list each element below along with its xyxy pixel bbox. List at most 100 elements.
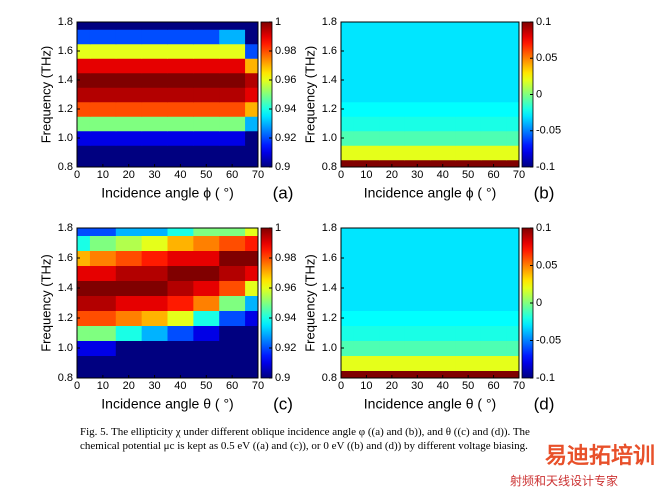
heatmap-cell <box>341 22 355 30</box>
heatmap-cell <box>480 265 507 281</box>
heatmap-cell <box>353 340 380 356</box>
colorbar-tick-label: 0.96 <box>275 74 296 86</box>
heatmap-cell <box>89 22 117 30</box>
heatmap-cell <box>115 280 143 296</box>
heatmap-cell <box>455 265 482 281</box>
heatmap-cell <box>167 355 194 371</box>
y-tick-label: 1.0 <box>322 342 337 354</box>
heatmap-cell <box>430 130 456 146</box>
x-tick-label: 20 <box>123 380 135 392</box>
heatmap-cell <box>89 130 117 146</box>
colorbar-tick-label: 0.98 <box>275 252 296 264</box>
heatmap-cell <box>404 265 431 281</box>
plot-frame <box>76 227 259 379</box>
heatmap-cell <box>141 116 168 132</box>
heatmap-cell <box>404 310 431 326</box>
heatmap-cell <box>506 355 519 371</box>
heatmap-cell <box>430 87 456 103</box>
colorbar-tick-label: 0.05 <box>536 259 557 271</box>
heatmap-cell <box>341 295 355 311</box>
heatmap-cell <box>193 58 220 74</box>
heatmap-cell <box>379 340 406 356</box>
heatmap-cell <box>430 116 456 132</box>
heatmap-cell <box>455 370 482 378</box>
heatmap-cell <box>219 325 246 341</box>
x-tick-label: 0 <box>338 169 344 181</box>
heatmap-cell <box>219 250 246 266</box>
heatmap-cell <box>404 250 431 266</box>
heatmap-cell <box>430 145 456 161</box>
heatmap-cell <box>193 280 220 296</box>
heatmap-cell <box>506 87 519 103</box>
heatmap-cell <box>193 250 220 266</box>
heatmap-cell <box>353 370 380 378</box>
colorbar-tick-label: 0.1 <box>536 16 551 28</box>
heatmap-cell <box>506 43 519 59</box>
heatmap-cell <box>115 370 143 378</box>
heatmap-cell <box>115 22 143 30</box>
heatmap-cell <box>167 72 194 88</box>
x-tick-label: 60 <box>226 169 238 181</box>
heatmap-cell <box>455 228 482 236</box>
colorbar-tick-label: 0.1 <box>536 222 551 234</box>
heatmap-cell <box>141 159 168 167</box>
heatmap-cell <box>193 310 220 326</box>
colorbar-tick-label: 1 <box>275 222 281 234</box>
heatmap-cell <box>89 43 117 59</box>
heatmap-cell <box>89 325 117 341</box>
y-tick-label: 1.6 <box>322 252 337 264</box>
y-tick-label: 1.8 <box>322 16 337 28</box>
heatmap-cell <box>353 250 380 266</box>
heatmap-cell <box>141 295 168 311</box>
heatmap-cell <box>341 280 355 296</box>
heatmap-cell <box>430 370 456 378</box>
heatmap-cell <box>77 250 91 266</box>
x-axis-label: Incidence angle θ ( °) <box>364 396 496 412</box>
heatmap-cell <box>379 370 406 378</box>
heatmap-cell <box>480 29 507 45</box>
heatmap-cell <box>480 87 507 103</box>
x-tick-label: 50 <box>462 169 474 181</box>
y-tick-label: 1.4 <box>322 282 337 294</box>
heatmap-cell <box>245 295 258 311</box>
heatmap-cell <box>89 58 117 74</box>
heatmap-cell <box>353 145 380 161</box>
heatmap-cell <box>353 355 380 371</box>
heatmap-cell <box>341 72 355 88</box>
heatmap-cell <box>193 295 220 311</box>
heatmap-cell <box>245 340 258 356</box>
heatmap-cell <box>353 325 380 341</box>
heatmap-cell <box>480 280 507 296</box>
heatmap-cell <box>115 310 143 326</box>
heatmap-cells <box>77 22 258 167</box>
heatmap-cell <box>404 159 431 167</box>
heatmap-cell <box>115 159 143 167</box>
heatmap-cell <box>430 58 456 74</box>
heatmap-cell <box>193 159 220 167</box>
heatmap-cell <box>141 235 168 251</box>
heatmap-cell <box>379 159 406 167</box>
heatmap-cell <box>245 116 258 132</box>
colorbar-tick-label: 0.92 <box>275 342 296 354</box>
heatmap-cell <box>480 295 507 311</box>
heatmap-cell <box>89 116 117 132</box>
heatmap-cell <box>430 43 456 59</box>
heatmap-cell <box>245 355 258 371</box>
y-tick-label: 1.4 <box>322 74 337 86</box>
heatmap-cell <box>353 116 380 132</box>
heatmap-cell <box>77 159 91 167</box>
heatmap-cell <box>455 280 482 296</box>
heatmap-cell <box>506 265 519 281</box>
y-axis-label: Frequency (THz) <box>302 46 317 144</box>
x-tick-label: 0 <box>338 380 344 392</box>
x-tick-label: 40 <box>174 380 186 392</box>
heatmap-cell <box>506 29 519 45</box>
heatmap-cell <box>430 310 456 326</box>
colorbar-tick-label: -0.05 <box>536 125 561 137</box>
watermark-logo: 易迪拓培训 <box>545 443 656 468</box>
colorbar <box>260 227 273 379</box>
heatmap-cell <box>89 340 117 356</box>
heatmap-cell <box>404 29 431 45</box>
x-tick-label: 10 <box>360 380 372 392</box>
